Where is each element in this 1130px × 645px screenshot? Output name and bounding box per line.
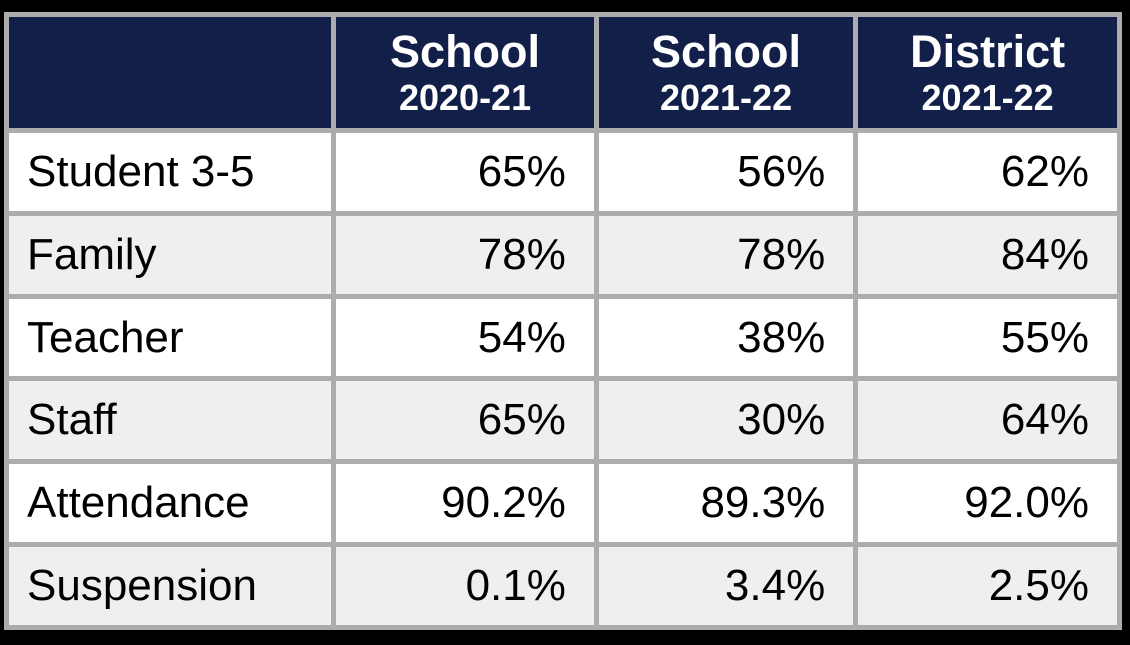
data-cell: 64% [853, 376, 1122, 465]
row-label: Staff [3, 376, 337, 465]
row-label: Family [3, 210, 337, 299]
data-cell: 0.1% [331, 542, 599, 630]
header-year: 2021-22 [921, 76, 1054, 118]
header-year: 2021-22 [659, 76, 793, 118]
row-label: Teacher [3, 293, 337, 382]
table-row-staff: Staff 65% 30% 64% [3, 376, 1122, 465]
data-cell: 78% [593, 210, 859, 299]
survey-data-table-frame: School 2020-21 School 2021-22 District 2… [3, 12, 1122, 630]
header-cell-school-2020-21: School 2020-21 [331, 12, 599, 133]
data-cell: 65% [331, 128, 599, 216]
data-cell: 2.5% [853, 542, 1122, 630]
table-row-student-3-5: Student 3-5 65% 56% 62% [3, 128, 1122, 216]
header-year: 2020-21 [398, 76, 532, 118]
data-cell: 78% [331, 210, 599, 299]
data-cell: 30% [593, 376, 859, 465]
data-cell: 62% [853, 128, 1122, 216]
data-cell: 55% [853, 293, 1122, 382]
header-title: School [651, 26, 802, 78]
survey-data-table: School 2020-21 School 2021-22 District 2… [3, 12, 1122, 630]
header-title: School [390, 26, 541, 78]
row-label: Attendance [3, 459, 337, 548]
header-row: School 2020-21 School 2021-22 District 2… [3, 12, 1122, 133]
data-cell: 84% [853, 210, 1122, 299]
table-row-suspension: Suspension 0.1% 3.4% 2.5% [3, 542, 1122, 630]
data-cell: 54% [331, 293, 599, 382]
row-label: Suspension [3, 542, 337, 630]
data-cell: 89.3% [593, 459, 859, 548]
table-row-family: Family 78% 78% 84% [3, 210, 1122, 299]
header-cell-district-2021-22: District 2021-22 [853, 12, 1122, 133]
header-cell-empty [3, 12, 337, 133]
table-row-attendance: Attendance 90.2% 89.3% 92.0% [3, 459, 1122, 548]
table-row-teacher: Teacher 54% 38% 55% [3, 293, 1122, 382]
header-cell-school-2021-22: School 2021-22 [593, 12, 859, 133]
header-title: District [910, 26, 1066, 78]
data-cell: 38% [593, 293, 859, 382]
data-cell: 3.4% [593, 542, 859, 630]
row-label: Student 3-5 [3, 128, 337, 216]
data-cell: 92.0% [853, 459, 1122, 548]
data-cell: 56% [593, 128, 859, 216]
data-cell: 65% [331, 376, 599, 465]
data-cell: 90.2% [331, 459, 599, 548]
